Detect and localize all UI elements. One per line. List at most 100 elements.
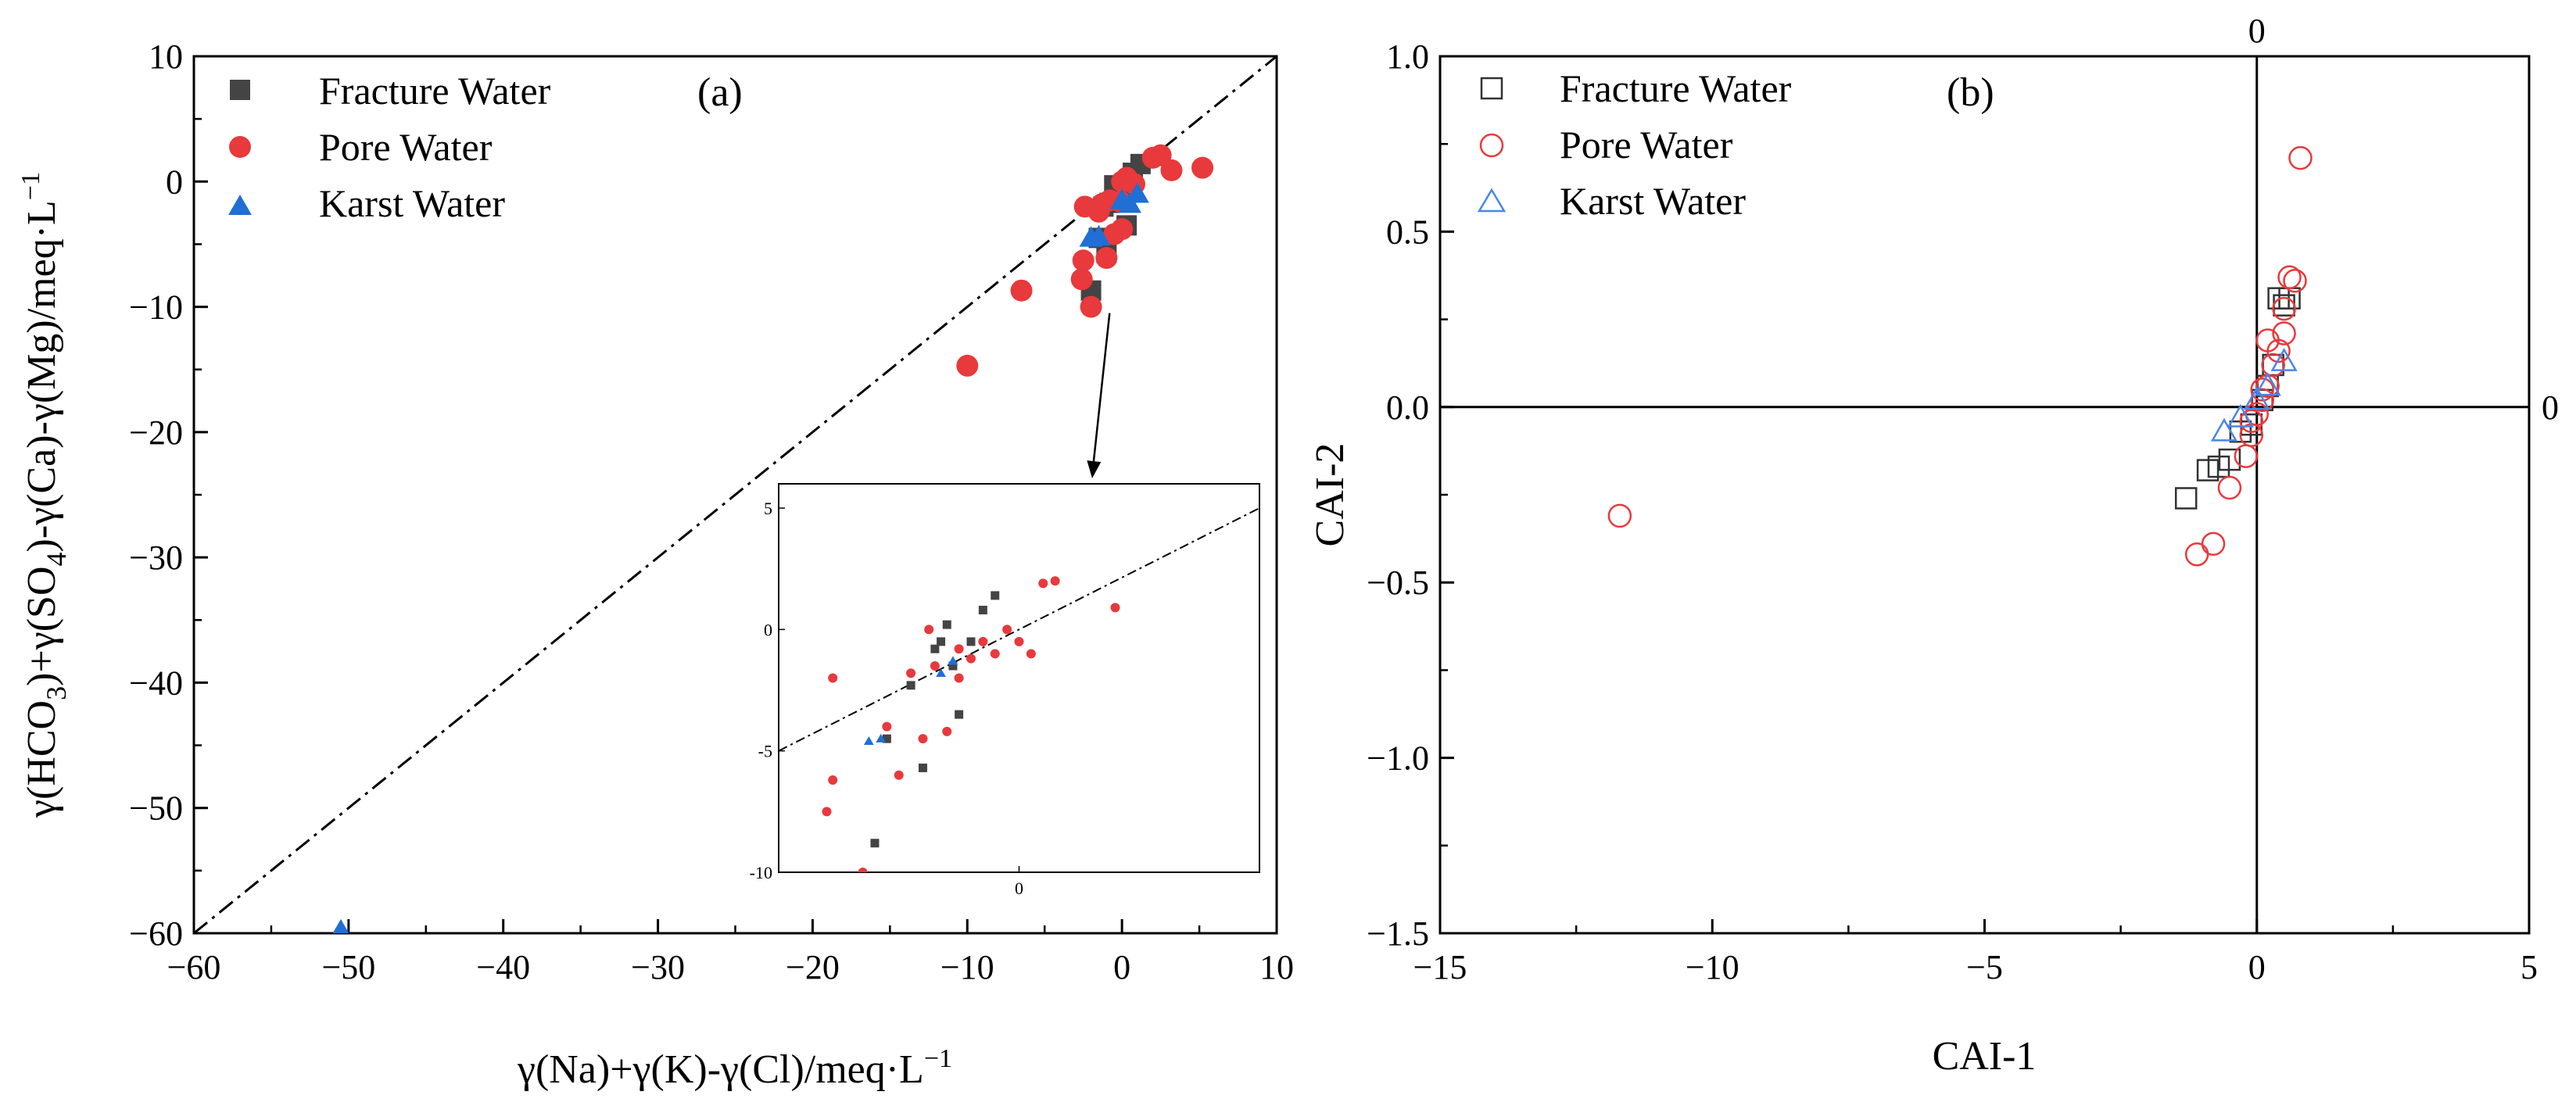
x-tick-label-b: −15 <box>1413 948 1467 986</box>
x-axis-label-a: γ(Na)+γ(K)-γ(Cl)/meq·L−1 <box>517 1044 952 1092</box>
point-b-pore-water <box>2250 378 2274 402</box>
x-tick-label-a: 0 <box>1113 948 1130 986</box>
legend-marker-pore-b <box>1479 133 1504 158</box>
inset-point-fracture-water <box>906 681 915 690</box>
point-b-karst-water <box>2243 386 2270 410</box>
inset-point-fracture-water <box>937 637 946 646</box>
y-tick-label-b: 0.0 <box>1386 388 1429 427</box>
y-tick-label-a: −30 <box>129 539 183 577</box>
inset-point-pore-water <box>990 649 1000 659</box>
legend-marker-karst <box>228 195 252 215</box>
inset-frame <box>778 483 1260 873</box>
point-b-pore-water <box>2201 531 2226 556</box>
y-tick-label-b: −1.0 <box>1367 739 1429 778</box>
legend-label-fracture: Fracture Water <box>319 69 551 113</box>
inset-point-pore-water <box>906 668 916 678</box>
inset-x-tick-label: 0 <box>1015 879 1023 898</box>
inset-point-pore-water <box>1050 576 1060 586</box>
legend-label-pore: Pore Water <box>319 125 493 169</box>
x-tick-label-a: −20 <box>786 948 840 986</box>
inset-y-tick-label: -5 <box>758 742 772 761</box>
inset-point-pore-water <box>930 660 940 671</box>
inset-point-pore-water <box>894 770 904 780</box>
inset-point-karst-water <box>876 733 887 743</box>
x-tick-label-a: −10 <box>940 948 994 986</box>
inset-y-tick-label: 5 <box>764 499 772 518</box>
inset-point-pore-water <box>828 775 838 785</box>
x-tick-label-b: 5 <box>2520 948 2538 986</box>
point-pore-water <box>956 354 979 377</box>
zero-line-label-right: 0 <box>2542 388 2559 427</box>
point-pore-water <box>1191 156 1214 179</box>
inset-point-pore-water <box>858 868 868 872</box>
inset-point-pore-water <box>1026 649 1036 659</box>
point-pore-water <box>1160 159 1183 181</box>
inset-point-pore-water <box>954 644 964 654</box>
legend-marker-fracture-b <box>1480 77 1503 100</box>
y-tick-label-b: 1.0 <box>1386 38 1429 76</box>
inset-point-pore-water <box>1038 578 1048 589</box>
legend-marker-fracture <box>230 80 250 100</box>
point-pore-water <box>1111 218 1134 241</box>
x-tick-label-b: −5 <box>1966 948 2003 986</box>
x-tick-label-a: −30 <box>631 948 685 986</box>
plot-frame-a <box>192 55 1278 935</box>
point-b-pore-water <box>2277 265 2302 289</box>
inset-point-fracture-water <box>870 839 880 848</box>
y-tick-label-b: −0.5 <box>1367 564 1429 602</box>
inset-point-pore-water <box>924 624 934 635</box>
panel-label-a: (a) <box>697 70 743 115</box>
point-b-pore-water <box>2272 321 2296 345</box>
chart-a: −60 −50 −40 −30 −20 −10 0 10 −60 −50 −40 −30 −20 −10 0… <box>16 38 1294 1092</box>
x-tick-label-a: −60 <box>167 948 221 986</box>
point-b-pore-water <box>1607 503 1632 528</box>
point-karst-water <box>1125 182 1149 203</box>
legend-marker-pore <box>229 136 251 158</box>
panel-label-b: (b) <box>1947 70 1994 115</box>
inset-point-pore-water <box>828 673 838 683</box>
point-b-fracture-water <box>2174 487 2198 510</box>
point-b-karst-water <box>2227 403 2254 428</box>
y-tick-label-a: −40 <box>129 664 183 702</box>
inset-y-tick-label: 0 <box>764 620 772 639</box>
x-tick-label-a: −50 <box>321 948 375 986</box>
legend-label-fracture-b: Fracture Water <box>1560 66 1792 110</box>
y-tick-label-a: 0 <box>166 163 183 201</box>
legend-label-pore-b: Pore Water <box>1560 123 1733 166</box>
legend-label-karst-b: Karst Water <box>1560 179 1746 223</box>
point-b-karst-water <box>2270 347 2298 371</box>
x-tick-label-b: −10 <box>1686 948 1739 986</box>
y-axis-label-a: γ(HCO3)+γ(SO4)-γ(Ca)-γ(Mg)/meq·L−1 <box>16 172 72 818</box>
inset-point-pore-water <box>918 734 928 744</box>
point-karst-water <box>332 918 349 933</box>
legend-label-karst: Karst Water <box>319 181 505 225</box>
inset-point-pore-water <box>822 807 832 817</box>
point-pore-water <box>1080 295 1102 318</box>
point-pore-water <box>1149 144 1172 166</box>
point-pore-water <box>1087 200 1110 223</box>
legend-marker-karst-b <box>1477 188 1507 213</box>
inset-point-fracture-water <box>882 734 891 743</box>
chart-b: −15 −10 −5 0 5 −1.5 −1.0 −0.5 0.0 0.5 1.0 0 0 Fractu… <box>1308 12 2559 1079</box>
inset-point-pore-water <box>978 636 988 646</box>
point-pore-water <box>1072 249 1095 272</box>
point-b-pore-water <box>2272 296 2296 321</box>
inset-point-pore-water <box>942 726 952 736</box>
inset-point-pore-water <box>966 653 976 664</box>
inset-y-tick-label: -10 <box>750 863 772 882</box>
inset-point-pore-water <box>1014 636 1024 646</box>
inset-point-fracture-water <box>966 637 976 646</box>
x-tick-label-a: 10 <box>1259 948 1294 986</box>
point-karst-water <box>1087 224 1111 246</box>
x-axis-label-b: CAI-1 <box>1933 1034 2037 1079</box>
legend-b: Fracture Water Pore Water Karst Water <box>1477 66 1792 223</box>
y-tick-label-b: −1.5 <box>1367 914 1429 953</box>
point-b-pore-water <box>2288 145 2313 170</box>
y-tick-label-a: −60 <box>129 914 183 953</box>
inset-point-karst-water <box>948 656 958 665</box>
y-tick-label-b: 0.5 <box>1386 213 1429 251</box>
inset-point-fracture-water <box>978 606 987 615</box>
inset-reference-line <box>779 507 1259 752</box>
point-b-pore-water <box>2261 353 2285 378</box>
